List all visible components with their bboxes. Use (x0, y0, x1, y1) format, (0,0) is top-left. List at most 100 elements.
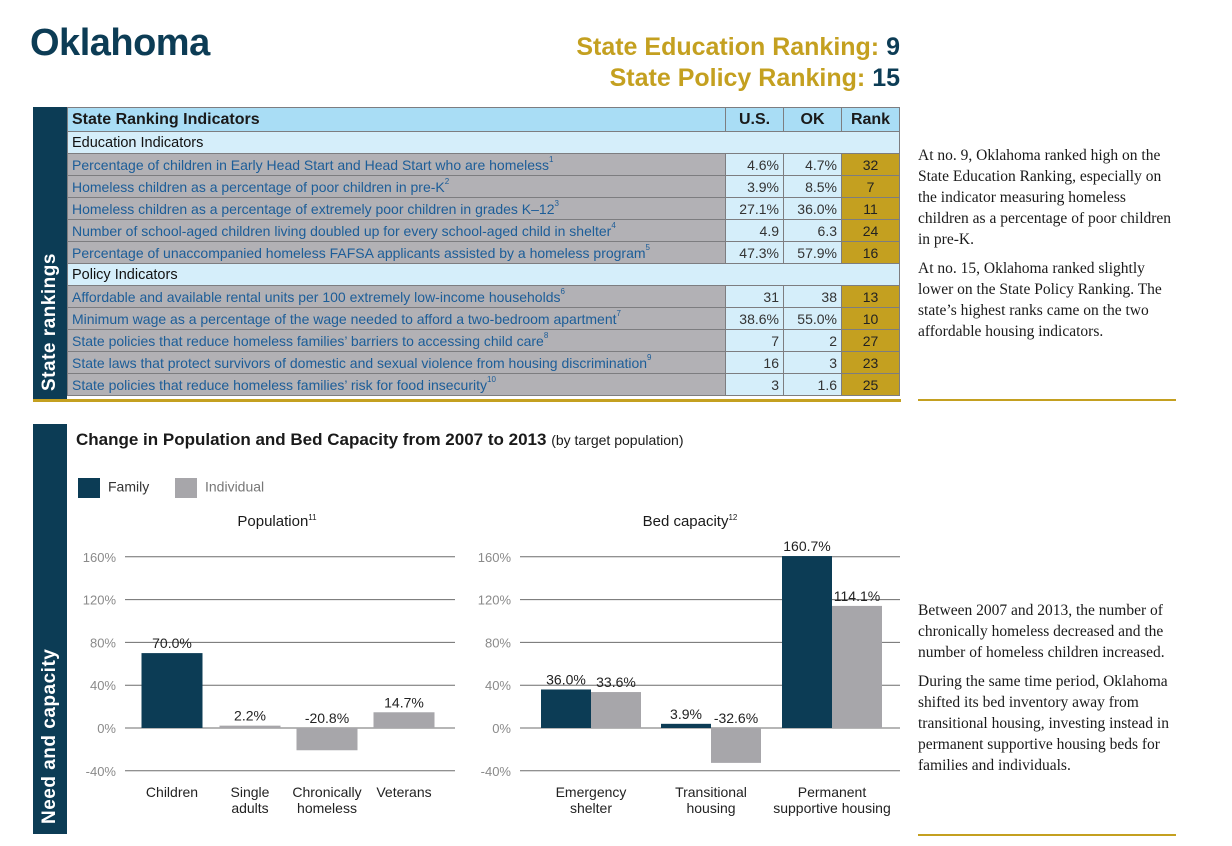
y-tick-label: 80% (90, 635, 116, 650)
data-label: 36.0% (546, 671, 586, 687)
chart-subtitle: (by target population) (551, 432, 684, 448)
data-label: -20.8% (305, 710, 349, 726)
rank-value: 16 (841, 241, 900, 264)
ranking-table: State Ranking Indicators U.S. OK Rank Educat… (67, 107, 900, 396)
bar-family (782, 556, 832, 728)
category-label: Chronically (292, 784, 361, 800)
indicator-cell: Minimum wage as a percentage of the wage… (67, 307, 726, 330)
table-row: State laws that protect survivors of dom… (67, 351, 900, 374)
rank-value: 32 (841, 153, 900, 176)
legend-swatch-individual (175, 478, 197, 498)
bar-individual (296, 728, 358, 751)
section-title: Policy Indicators (67, 263, 900, 286)
y-tick-label: 0% (97, 721, 116, 736)
legend-individual: Individual (175, 478, 264, 498)
y-tick-label: -40% (481, 764, 512, 779)
policy-ranking-value: 15 (872, 64, 900, 92)
chart-title: Bed capacity12 (643, 513, 738, 530)
section-row: Education Indicators (67, 131, 900, 154)
category-label: shelter (570, 800, 612, 816)
note-paragraph: During the same time period, Oklahoma sh… (918, 673, 1169, 774)
category-label: Single (231, 784, 270, 800)
policy-ranking-label: State Policy Ranking: (609, 64, 866, 92)
rank-value: 10 (841, 307, 900, 330)
legend-label: Family (108, 478, 150, 495)
bar-individual (711, 728, 761, 763)
bar-family (141, 653, 203, 728)
rankings-notes: At no. 9, Oklahoma ranked high on the St… (918, 145, 1180, 350)
ok-value: 57.9% (783, 241, 842, 264)
capacity-notes: Between 2007 and 2013, the number of chr… (918, 600, 1180, 784)
footnote-ref: 5 (645, 242, 650, 252)
ok-value: 1.6 (783, 373, 842, 396)
indicator-text: Homeless children as a percentage of poo… (72, 178, 445, 195)
bar-individual (832, 605, 882, 728)
table-row: Homeless children as a percentage of ext… (67, 197, 900, 220)
indicator-cell: Number of school-aged children living do… (67, 219, 726, 242)
table-header-row: State Ranking Indicators U.S. OK Rank (67, 107, 900, 132)
bar-individual (373, 712, 435, 728)
rank-value: 7 (841, 175, 900, 198)
us-value: 47.3% (725, 241, 784, 264)
indicator-text: State policies that reduce homeless fami… (72, 376, 487, 393)
column-header: Rank (841, 107, 900, 132)
table-bottom-rule (33, 399, 901, 402)
data-label: 114.1% (834, 588, 880, 604)
rank-value: 25 (841, 373, 900, 396)
y-tick-label: 160% (478, 550, 512, 565)
indicator-text: Percentage of children in Early Head Sta… (72, 156, 550, 173)
sidebar-label: Need and capacity (39, 648, 60, 824)
category-label: Transitional (675, 784, 747, 800)
legend-label: Individual (205, 478, 265, 495)
table-row: Homeless children as a percentage of poo… (67, 175, 900, 198)
divider (918, 834, 1176, 836)
data-label: 160.7% (783, 538, 830, 554)
education-ranking-label: State Education Ranking: (576, 33, 880, 61)
category-label: adults (231, 800, 268, 816)
rank-value: 11 (841, 197, 900, 220)
column-header: OK (783, 107, 842, 132)
bar-family (661, 723, 711, 728)
indicator-cell: State policies that reduce homeless fami… (67, 329, 726, 352)
indicator-cell: Percentage of children in Early Head Sta… (67, 153, 726, 176)
chart-title: Population11 (237, 513, 317, 530)
state-title: Oklahoma (30, 22, 210, 64)
ok-value: 4.7% (783, 153, 842, 176)
footnote-ref: 4 (611, 220, 616, 230)
ok-value: 8.5% (783, 175, 842, 198)
indicator-text: Number of school-aged children living do… (72, 222, 612, 239)
y-tick-label: 120% (478, 593, 512, 608)
bar-individual (219, 725, 281, 728)
indicator-cell: Affordable and available rental units pe… (67, 285, 726, 308)
section-title: Education Indicators (67, 131, 900, 154)
footnote-ref: 7 (616, 308, 621, 318)
indicator-text: State laws that protect survivors of dom… (72, 354, 648, 371)
footnote-ref: 10 (487, 374, 496, 384)
column-header: U.S. (725, 107, 784, 132)
indicator-cell: State policies that reduce homeless fami… (67, 373, 726, 396)
category-label: homeless (297, 800, 357, 816)
rank-value: 23 (841, 351, 900, 374)
us-value: 27.1% (725, 197, 784, 220)
table-row: Percentage of children in Early Head Sta… (67, 153, 900, 176)
education-ranking: State Education Ranking: 9 (576, 33, 900, 62)
table-row: State policies that reduce homeless fami… (67, 373, 900, 396)
note-paragraph: At no. 9, Oklahoma ranked high on the St… (918, 147, 1172, 248)
ok-value: 6.3 (783, 219, 842, 242)
divider (918, 399, 1176, 401)
us-value: 3.9% (725, 175, 784, 198)
y-tick-label: -40% (86, 764, 117, 779)
data-label: 2.2% (234, 708, 266, 724)
table-row: Number of school-aged children living do… (67, 219, 900, 242)
us-value: 38.6% (725, 307, 784, 330)
footnote-ref: 8 (543, 330, 549, 340)
category-label: Emergency (556, 784, 627, 800)
indicator-text: Affordable and available rental units pe… (72, 288, 561, 305)
legend-swatch-family (78, 478, 100, 498)
column-header: State Ranking Indicators (67, 107, 726, 132)
legend-family: Family (78, 478, 149, 498)
ok-value: 36.0% (783, 197, 842, 220)
note-paragraph: At no. 15, Oklahoma ranked slightly lowe… (918, 260, 1162, 340)
ok-value: 2 (783, 329, 842, 352)
